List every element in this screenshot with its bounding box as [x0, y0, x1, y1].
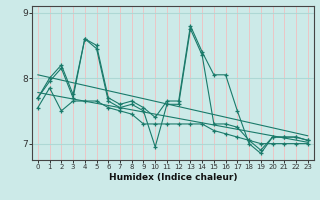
X-axis label: Humidex (Indice chaleur): Humidex (Indice chaleur): [108, 173, 237, 182]
